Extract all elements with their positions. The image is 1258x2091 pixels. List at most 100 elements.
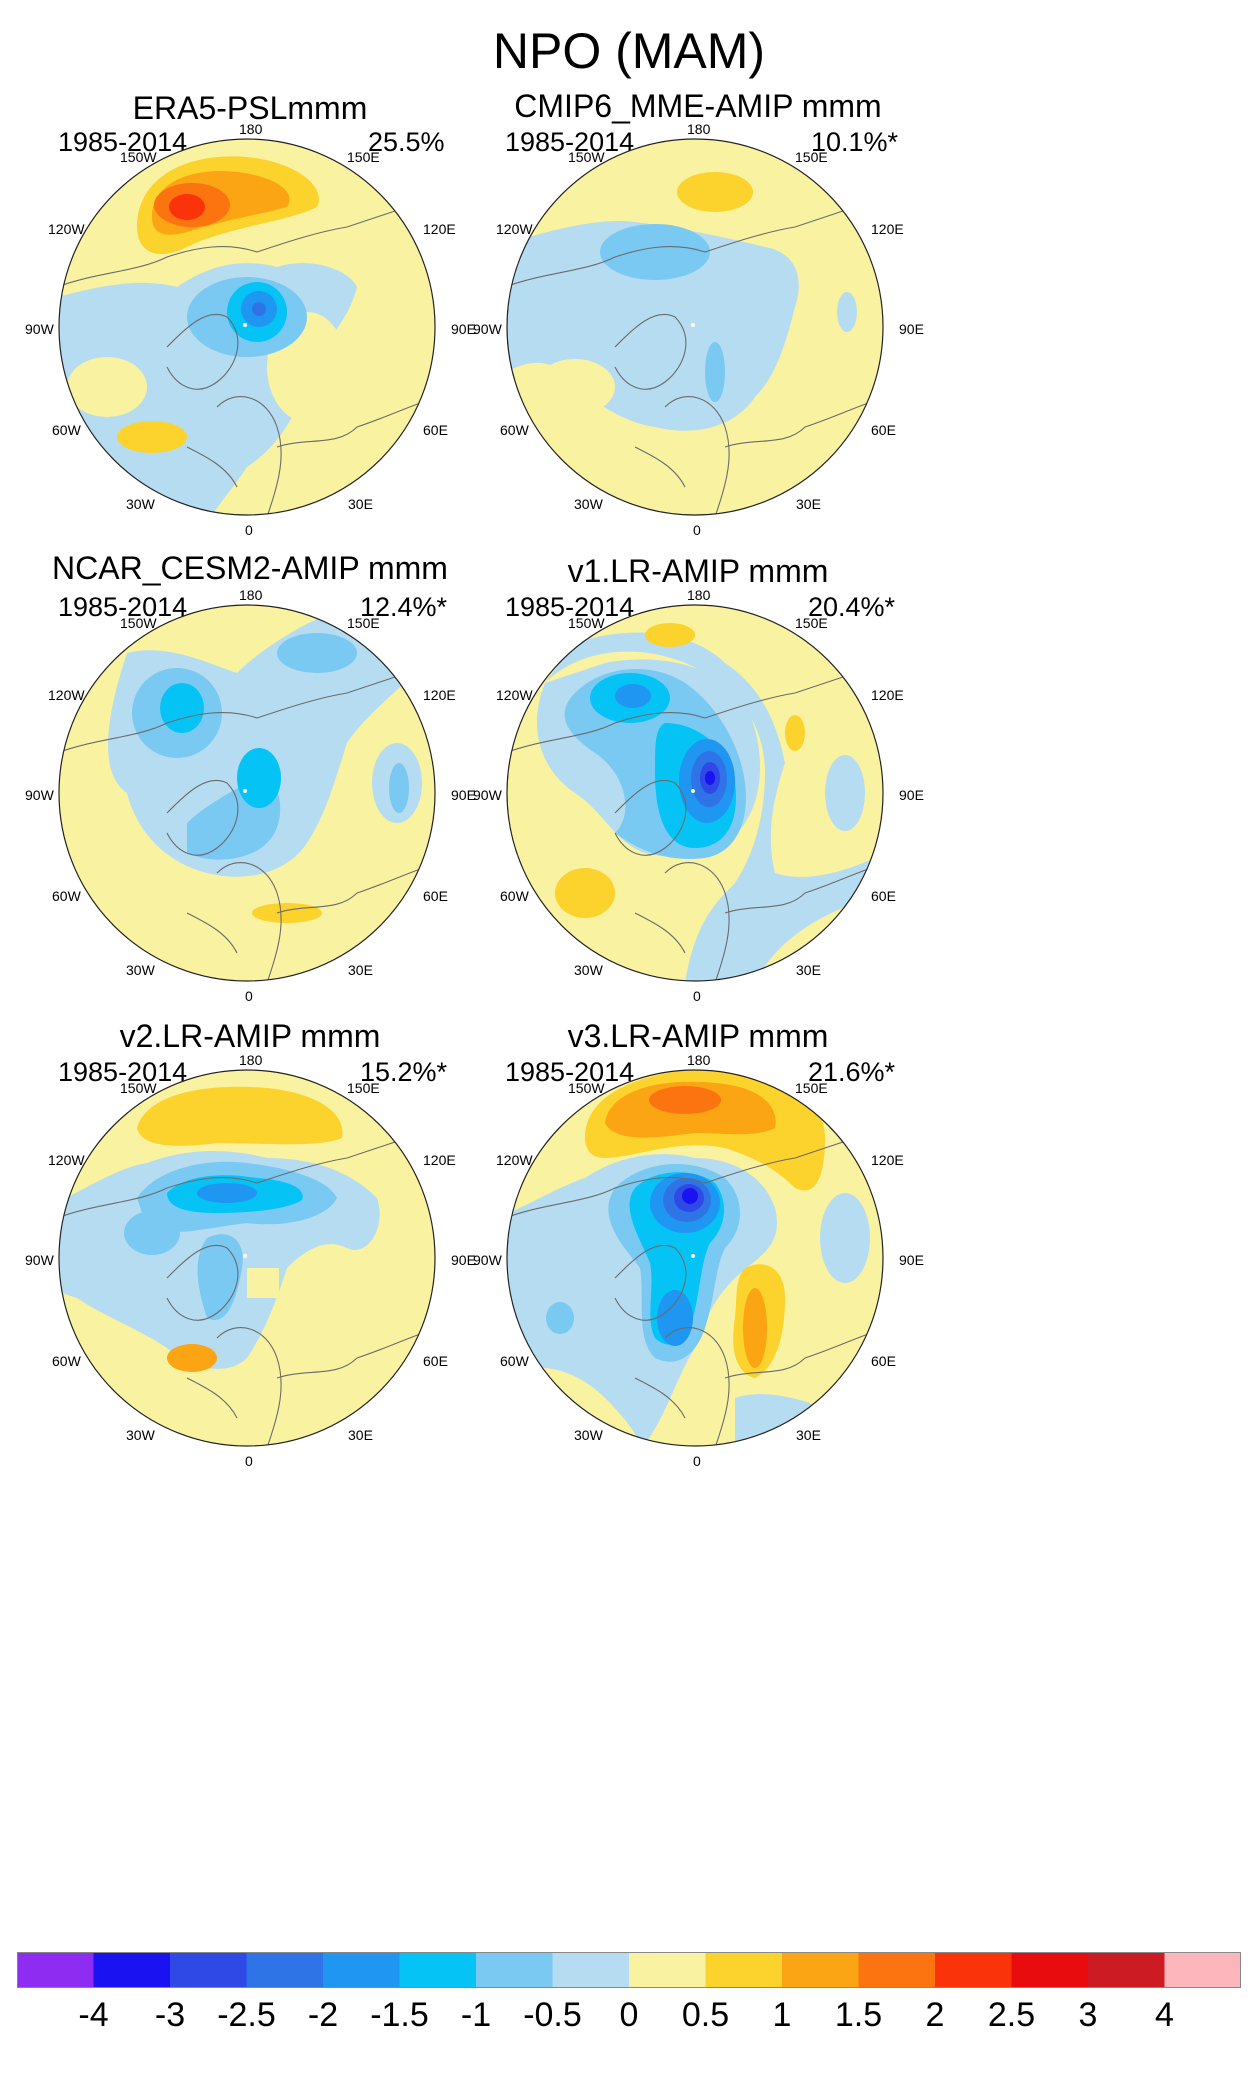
map-border <box>58 1069 436 1447</box>
lon-label-30e: 30E <box>796 1427 821 1443</box>
lon-label-30e: 30E <box>796 496 821 512</box>
colorbar-tick-label: 1.5 <box>834 1996 883 2034</box>
lon-label-150w: 150W <box>568 149 605 165</box>
lon-label-0: 0 <box>245 1453 253 1469</box>
colorbar-box <box>246 1952 324 1988</box>
colorbar-frame <box>17 1952 1241 1988</box>
negative-center <box>252 302 266 316</box>
colorbar-tick-label: 4 <box>1155 1996 1174 2034</box>
negative-center <box>682 1188 698 1204</box>
colorbar <box>17 1952 1241 1988</box>
positive-contour <box>677 172 753 212</box>
pole-marker <box>243 1254 247 1258</box>
negative-center <box>705 771 715 785</box>
colorbar-tick-label: 0 <box>619 1996 639 2034</box>
lon-label-180: 180 <box>239 1052 263 1068</box>
colorbar-tick-label: -3 <box>154 1996 186 2034</box>
map-ncar <box>58 604 436 982</box>
colorbar-tick-label: 1 <box>772 1996 792 2034</box>
variance-cmip6: 10.1%* <box>811 127 899 157</box>
colorbar-box <box>170 1952 247 1988</box>
period-cmip6: 1985-2014 <box>505 127 635 157</box>
lon-label-30e: 30E <box>348 962 373 978</box>
colorbar-box <box>552 1952 630 1988</box>
pole-marker <box>691 323 695 327</box>
lon-label-150w: 150W <box>568 615 605 631</box>
positive-patch <box>535 359 615 415</box>
lon-label-0: 0 <box>693 988 701 1004</box>
lon-label-60e: 60E <box>423 888 448 904</box>
pole-marker <box>243 789 247 793</box>
colorbar-box <box>1088 1952 1165 1988</box>
period-ncar: 1985-2014 <box>58 592 188 622</box>
colorbar-tick-label: -2.5 <box>217 1996 276 2034</box>
colorbar-box <box>705 1952 783 1988</box>
lon-label-120w: 120W <box>48 1152 85 1168</box>
negative-region <box>545 632 883 981</box>
lon-label-150e: 150E <box>347 1080 380 1096</box>
lon-label-60e: 60E <box>423 422 448 438</box>
lon-label-30w: 30W <box>126 496 155 512</box>
lon-label-90e: 90E <box>899 321 924 337</box>
pole-marker <box>691 1254 695 1258</box>
colorbar-box <box>399 1952 477 1988</box>
positive-contour <box>555 868 615 918</box>
colorbar-tick-label: -0.5 <box>523 1996 582 2034</box>
lon-label-150e: 150E <box>795 615 828 631</box>
pole-marker <box>243 323 247 327</box>
lon-label-0: 0 <box>693 522 701 538</box>
lon-label-90e: 90E <box>451 787 476 803</box>
lon-label-90e: 90E <box>451 321 476 337</box>
lon-label-30e: 30E <box>348 1427 373 1443</box>
lon-label-90e: 90E <box>899 787 924 803</box>
colorbar-tick-label: 2.5 <box>987 1996 1036 2034</box>
lon-label-120e: 120E <box>871 221 904 237</box>
colorbar-box <box>629 1952 706 1988</box>
colorbar-box <box>1164 1952 1241 1988</box>
lon-label-120e: 120E <box>871 1152 904 1168</box>
lon-label-90e: 90E <box>451 1252 476 1268</box>
negative-contour <box>237 748 281 808</box>
positive-patch <box>67 357 147 417</box>
lon-label-180: 180 <box>239 121 263 137</box>
map-cmip6 <box>506 138 884 516</box>
lon-label-30w: 30W <box>574 962 603 978</box>
colorbar-box <box>93 1952 171 1988</box>
positive-patch <box>247 1268 279 1298</box>
lon-label-150e: 150E <box>347 149 380 165</box>
panel-title-v2: v2.LR-AMIP mmm <box>119 1018 381 1054</box>
map-era5 <box>58 138 436 516</box>
lon-label-120w: 120W <box>48 687 85 703</box>
period-v1: 1985-2014 <box>505 592 635 622</box>
lon-label-150w: 150W <box>120 149 157 165</box>
variance-era5: 25.5% <box>368 127 445 157</box>
negative-contour <box>197 1234 243 1320</box>
colorbar-tick-label: 0.5 <box>681 1996 730 2034</box>
period-v3: 1985-2014 <box>505 1057 635 1087</box>
colorbar-box <box>782 1952 859 1988</box>
positive-center <box>169 194 205 220</box>
map-border <box>506 138 884 516</box>
panel-title-cmip6: CMIP6_MME-AMIP mmm <box>514 88 882 124</box>
figure-title: NPO (MAM) <box>492 23 766 79</box>
panel-title-v3: v3.LR-AMIP mmm <box>567 1018 829 1054</box>
variance-v1: 20.4%* <box>808 592 896 622</box>
lon-label-150w: 150W <box>120 1080 157 1096</box>
lon-label-60w: 60W <box>500 1353 529 1369</box>
lon-label-60w: 60W <box>52 1353 81 1369</box>
positive-contour <box>645 623 695 647</box>
colorbar-tick-label: -2 <box>307 1996 339 2034</box>
lon-label-90w: 90W <box>473 787 502 803</box>
colorbar-box <box>935 1952 1012 1988</box>
map-border <box>58 138 436 516</box>
positive-contour <box>137 1086 343 1146</box>
negative-patch <box>820 1193 870 1283</box>
map-v3 <box>506 1069 884 1447</box>
lon-label-30w: 30W <box>126 1427 155 1443</box>
coastlines <box>59 196 435 515</box>
negative-contour <box>389 763 409 813</box>
variance-v2: 15.2%* <box>360 1057 448 1087</box>
lon-label-120w: 120W <box>496 221 533 237</box>
coastlines <box>59 1127 435 1446</box>
lon-label-90w: 90W <box>25 321 54 337</box>
